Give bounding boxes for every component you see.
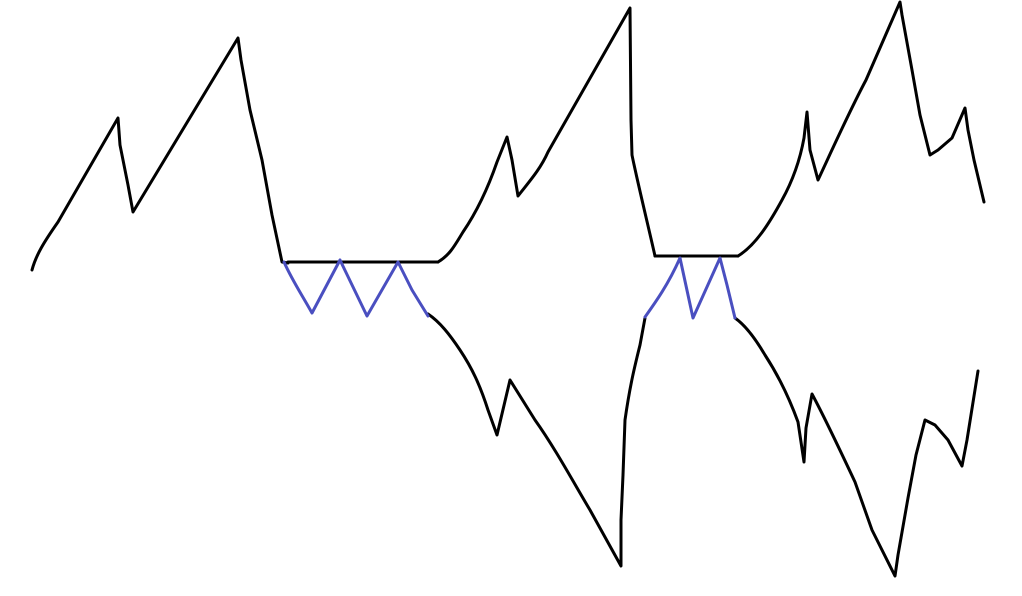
upper-right-zigzag-line xyxy=(736,0,986,258)
upper-left-zigzag-line xyxy=(30,36,290,272)
lower-right-zigzag-line xyxy=(733,316,980,578)
lower-right-blue-zigzag xyxy=(643,256,737,320)
upper-middle-zigzag-line xyxy=(436,6,657,264)
lower-left-blue-zigzag xyxy=(282,258,430,318)
lower-middle-zigzag-line xyxy=(426,312,647,568)
